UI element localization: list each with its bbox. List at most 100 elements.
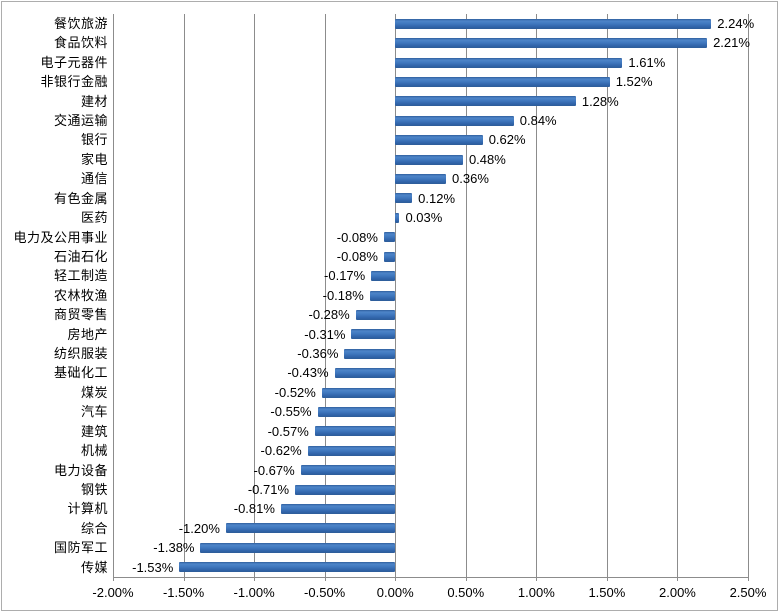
bar xyxy=(395,212,400,223)
bar xyxy=(395,76,610,87)
value-label: 1.61% xyxy=(628,54,666,70)
value-label: -0.81% xyxy=(233,501,275,517)
bar xyxy=(200,542,396,553)
bar xyxy=(280,504,396,515)
axis-tick xyxy=(184,577,185,581)
value-label: -0.18% xyxy=(322,287,364,303)
x-tick-label: 2.00% xyxy=(659,585,696,600)
category-label: 汽车 xyxy=(80,404,108,420)
category-label: 机械 xyxy=(80,443,108,459)
bar xyxy=(395,115,514,126)
value-label: -1.20% xyxy=(178,520,220,536)
value-label: 0.36% xyxy=(452,171,489,187)
category-label: 通信 xyxy=(80,171,108,187)
value-label: -0.28% xyxy=(308,307,350,323)
category-label: 农林牧渔 xyxy=(53,287,108,303)
category-label: 建筑 xyxy=(80,423,108,439)
bar xyxy=(314,426,396,437)
gridline xyxy=(466,14,467,577)
bar xyxy=(395,96,576,107)
x-tick-label: 1.50% xyxy=(588,585,626,600)
x-tick-label: 0.00% xyxy=(376,585,414,600)
category-label: 建材 xyxy=(80,93,108,109)
plot-area: 2.24% 2.21% 1.61% 1.52% 1.28% 0.84% 0.62% 0.48%… xyxy=(113,14,754,581)
value-label: -1.38% xyxy=(153,540,195,556)
bar xyxy=(295,484,396,495)
value-label: 2.21% xyxy=(713,35,750,51)
bar xyxy=(307,445,396,456)
value-label: -0.55% xyxy=(270,404,312,420)
value-label: 1.28% xyxy=(581,93,619,109)
bar xyxy=(351,329,396,340)
value-label: -0.57% xyxy=(267,423,309,439)
gridline xyxy=(607,14,608,577)
value-label: -0.62% xyxy=(260,443,302,459)
gridline xyxy=(677,14,678,577)
value-label: -0.71% xyxy=(247,481,290,497)
category-label: 煤炭 xyxy=(80,384,108,400)
x-tick-label: -1.00% xyxy=(233,585,275,600)
category-label: 纺织服装 xyxy=(53,346,108,362)
bar xyxy=(395,135,483,146)
axis-tick xyxy=(395,577,396,581)
value-label: 0.48% xyxy=(468,151,506,167)
bar xyxy=(321,387,396,398)
value-label: 0.03% xyxy=(405,210,443,226)
value-label: -0.36% xyxy=(297,346,339,362)
bar xyxy=(317,406,396,417)
category-label: 国防军工 xyxy=(53,540,108,556)
value-label: -0.31% xyxy=(304,326,346,342)
bar xyxy=(395,154,463,165)
bar xyxy=(225,523,396,534)
bar xyxy=(355,309,396,320)
value-label: 1.52% xyxy=(615,74,653,90)
bar xyxy=(371,271,396,282)
axis-tick xyxy=(607,577,608,581)
value-label: 0.12% xyxy=(418,190,456,206)
category-label: 基础化工 xyxy=(53,365,108,381)
gridline xyxy=(536,14,537,577)
axis-tick xyxy=(466,577,467,581)
bar xyxy=(395,57,623,68)
category-axis-labels: 餐饮旅游 食品饮料 电子元器件 非银行金融 建材 交通运输 银行 家电 通信 有色金属 医药 电力及公… xyxy=(0,14,108,577)
gridline xyxy=(113,14,114,577)
category-label: 家电 xyxy=(80,151,108,167)
category-label: 电力设备 xyxy=(53,462,108,478)
category-label: 石油石化 xyxy=(53,248,108,264)
bar xyxy=(344,348,396,359)
x-tick-label: -2.00% xyxy=(92,585,134,600)
bar xyxy=(395,193,413,204)
category-label: 电力及公用事业 xyxy=(13,229,108,245)
value-label: -0.08% xyxy=(336,229,378,245)
category-label: 医药 xyxy=(80,210,108,226)
bar xyxy=(395,18,712,29)
axis-tick xyxy=(325,577,326,581)
bar xyxy=(383,232,396,243)
category-label: 钢铁 xyxy=(80,481,108,497)
category-label: 有色金属 xyxy=(53,190,108,206)
value-label: 2.24% xyxy=(717,16,755,31)
category-label: 银行 xyxy=(80,132,108,148)
category-label: 传媒 xyxy=(80,559,108,575)
bar xyxy=(383,251,396,262)
category-label: 计算机 xyxy=(67,501,108,517)
value-label: -0.67% xyxy=(253,462,295,478)
bar xyxy=(179,562,396,573)
category-label: 电子元器件 xyxy=(40,54,108,70)
x-tick-label: -1.50% xyxy=(162,585,205,600)
bar xyxy=(395,38,708,49)
category-label: 轻工制造 xyxy=(53,268,108,284)
x-tick-label: 0.50% xyxy=(447,585,485,600)
x-tick-label: 1.00% xyxy=(517,585,555,600)
gridline xyxy=(184,14,185,577)
gridline xyxy=(254,14,255,577)
category-label: 房地产 xyxy=(67,326,108,342)
value-label: -1.53% xyxy=(132,559,174,575)
value-axis-labels: -2.00% -1.50% -1.00% -0.50% 0.00% 0.50% 1.00% 1… xyxy=(92,585,766,603)
category-label: 商贸零售 xyxy=(53,307,108,323)
gridline xyxy=(325,14,326,577)
value-label: -0.52% xyxy=(274,384,316,400)
category-label: 食品饮料 xyxy=(53,35,108,51)
gridline xyxy=(748,14,749,577)
